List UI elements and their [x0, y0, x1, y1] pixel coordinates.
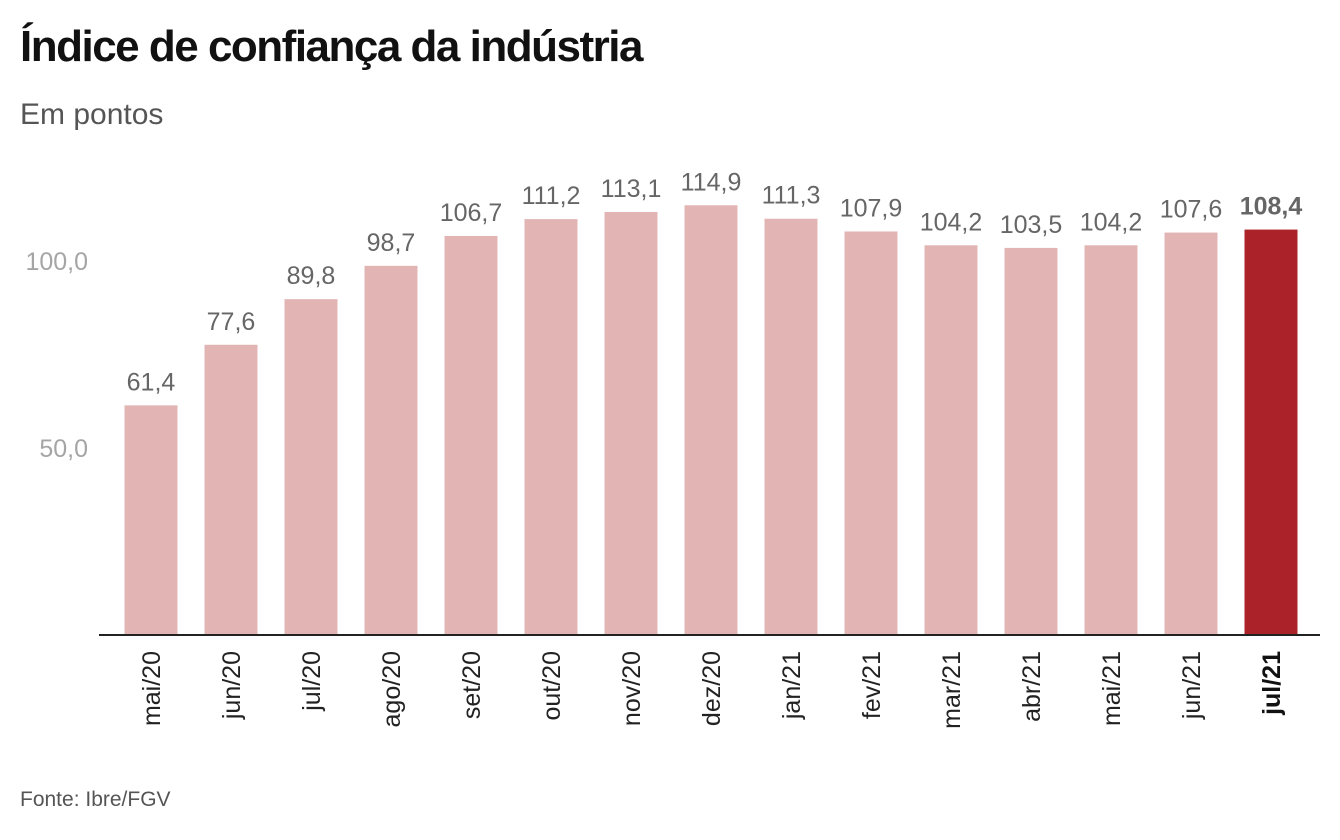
data-label: 106,7: [440, 199, 503, 227]
y-tick-label: 50,0: [39, 435, 88, 463]
data-label: 104,2: [920, 208, 983, 236]
x-tick-label: mar/21: [938, 651, 966, 729]
x-tick-label: out/20: [538, 651, 566, 721]
bar: [1084, 245, 1138, 636]
x-tick-label: fev/21: [858, 651, 886, 719]
chart-subtitle: Em pontos: [20, 98, 164, 131]
x-tick-label: mai/20: [138, 651, 166, 726]
bar: [924, 245, 978, 636]
bar: [124, 405, 178, 635]
bar: [1244, 229, 1298, 636]
bar: [604, 212, 658, 636]
bar: [764, 218, 818, 635]
data-label: 107,9: [840, 194, 903, 222]
data-label: 103,5: [1000, 211, 1063, 239]
data-label: 77,6: [207, 308, 256, 336]
bar: [524, 219, 578, 635]
bar: [1164, 232, 1218, 636]
data-label: 104,2: [1080, 208, 1143, 236]
bar: [284, 299, 338, 635]
x-tick-label: dez/20: [698, 651, 726, 726]
x-tick-label: jun/21: [1178, 651, 1206, 720]
x-tick-label: abr/21: [1018, 651, 1046, 722]
bar: [204, 344, 258, 635]
data-label: 114,9: [681, 168, 742, 196]
bar: [684, 205, 738, 636]
x-tick-label: nov/20: [618, 651, 646, 726]
bar: [844, 231, 898, 636]
x-tick-label: mai/21: [1098, 651, 1126, 726]
x-tick-label: set/20: [458, 651, 486, 719]
bar: [444, 235, 498, 635]
bar: [364, 265, 418, 635]
bar: [1004, 247, 1058, 635]
x-tick-label: jun/20: [218, 651, 246, 720]
data-label: 111,2: [522, 182, 581, 210]
data-label: 98,7: [367, 229, 416, 257]
y-tick-label: 100,0: [25, 248, 88, 276]
data-label: 108,4: [1240, 193, 1303, 221]
data-label: 111,3: [762, 182, 821, 210]
chart-title: Índice de confiança da indústria: [20, 22, 643, 71]
data-label: 89,8: [287, 262, 336, 290]
x-tick-label: ago/20: [378, 651, 406, 727]
data-label: 61,4: [127, 368, 176, 396]
x-tick-label: jan/21: [778, 651, 806, 720]
x-tick-label: jul/21: [1258, 651, 1286, 716]
data-label: 113,1: [601, 175, 662, 203]
source-note: Fonte: Ibre/FGV: [20, 788, 171, 811]
data-label: 107,6: [1160, 196, 1223, 224]
x-tick-label: jul/20: [298, 651, 326, 712]
